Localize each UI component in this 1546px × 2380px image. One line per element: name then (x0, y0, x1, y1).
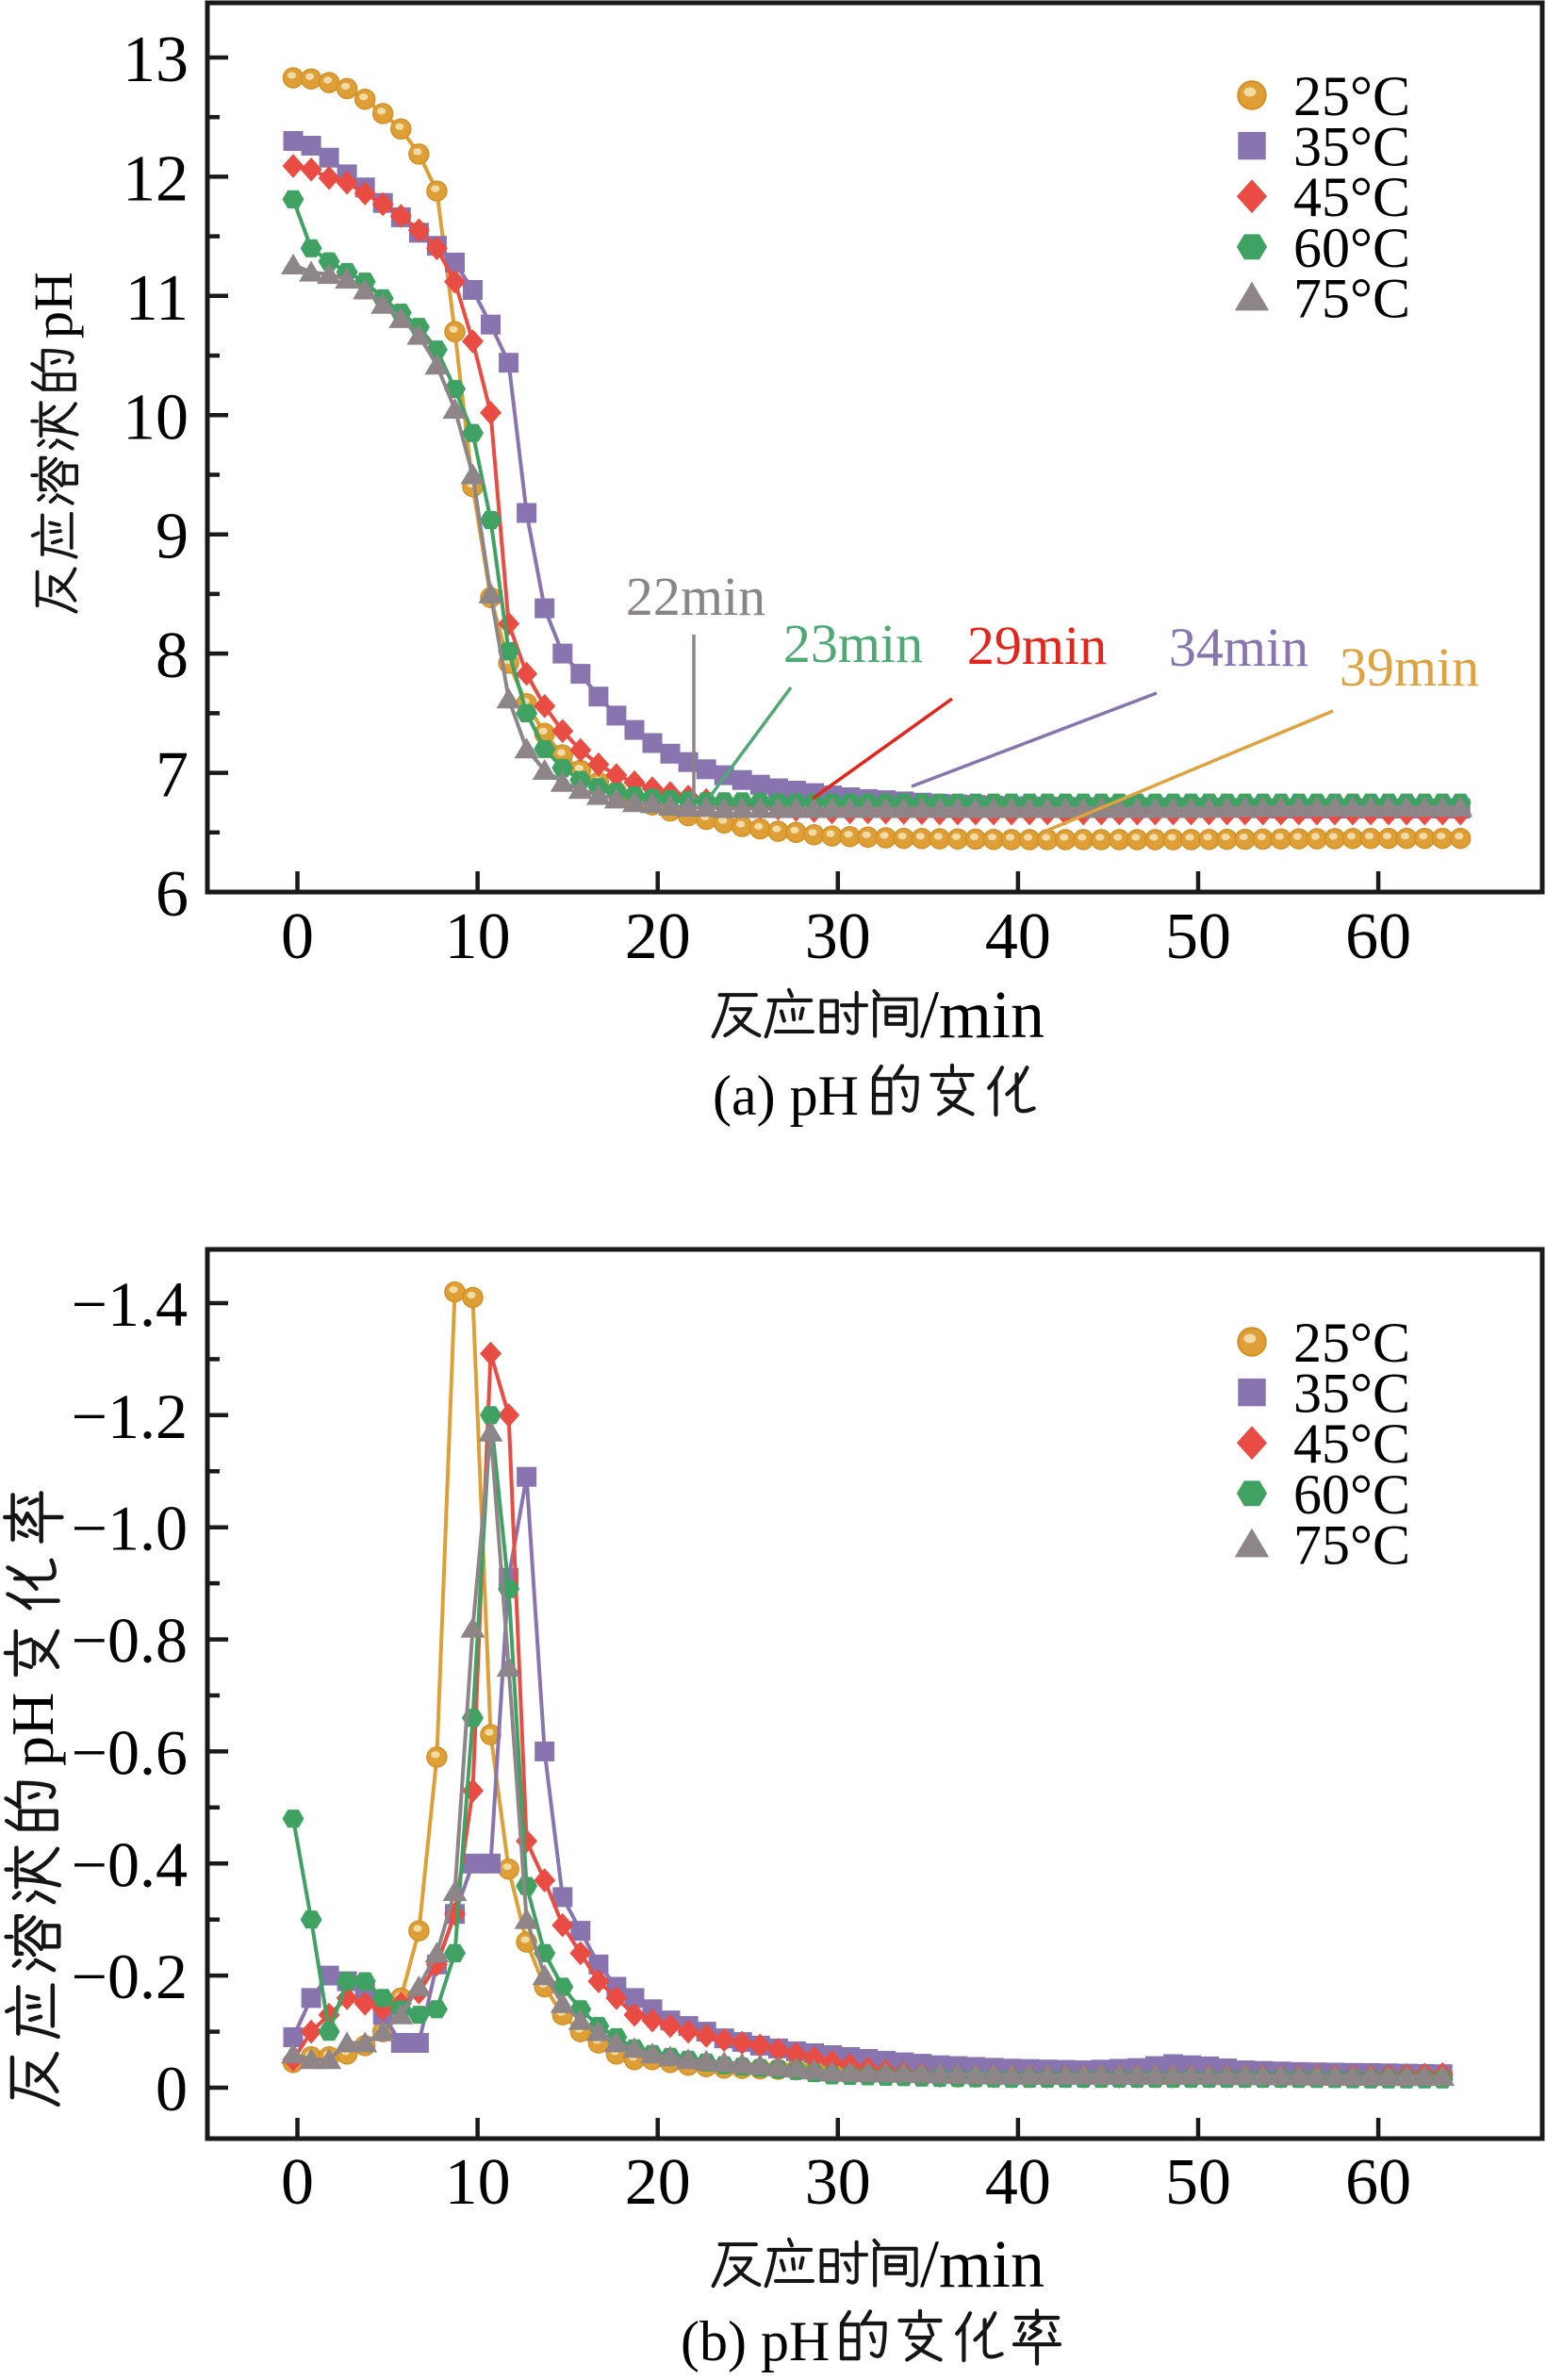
svg-text:45°C: 45°C (1293, 1413, 1410, 1475)
svg-text:−1.0: −1.0 (72, 1493, 188, 1564)
svg-text:−0.8: −0.8 (72, 1605, 188, 1677)
svg-text:/min: /min (920, 977, 1044, 1052)
svg-text:6: 6 (156, 858, 189, 931)
svg-text:0: 0 (156, 2053, 188, 2124)
svg-text:pH: pH (23, 272, 84, 339)
svg-text:−0.6: −0.6 (72, 1716, 188, 1788)
svg-text:35°C: 35°C (1293, 1363, 1410, 1425)
svg-text:30: 30 (805, 2146, 871, 2219)
svg-text:0: 0 (281, 901, 314, 973)
svg-text:10: 10 (445, 2146, 511, 2219)
svg-text:−0.2: −0.2 (72, 1941, 188, 2012)
svg-text:0: 0 (281, 2146, 314, 2219)
svg-text:23min: 23min (783, 613, 923, 674)
svg-text:45°C: 45°C (1293, 166, 1410, 228)
svg-text:9: 9 (156, 501, 189, 573)
svg-text:10: 10 (445, 901, 511, 973)
svg-text:7: 7 (156, 739, 189, 812)
svg-text:50: 50 (1165, 901, 1231, 973)
svg-text:12: 12 (123, 142, 189, 215)
svg-text:20: 20 (625, 2146, 691, 2219)
svg-text:34min: 34min (1169, 617, 1308, 678)
svg-text:50: 50 (1165, 2146, 1231, 2219)
svg-text:20: 20 (625, 901, 691, 973)
svg-text:25°C: 25°C (1293, 1312, 1410, 1374)
svg-text:−1.2: −1.2 (72, 1380, 188, 1452)
svg-text:75°C: 75°C (1293, 267, 1410, 329)
svg-text:40: 40 (985, 901, 1051, 973)
svg-text:29min: 29min (967, 615, 1107, 676)
svg-text:60°C: 60°C (1293, 217, 1410, 279)
svg-text:40: 40 (985, 2146, 1051, 2219)
svg-text:39min: 39min (1340, 636, 1479, 698)
svg-text:60°C: 60°C (1293, 1463, 1410, 1526)
svg-text:30: 30 (805, 901, 871, 973)
svg-text:60: 60 (1345, 2146, 1411, 2219)
svg-text:75°C: 75°C (1293, 1513, 1410, 1576)
svg-text:22min: 22min (626, 566, 765, 627)
svg-text:−0.4: −0.4 (72, 1828, 188, 1900)
svg-text:11: 11 (125, 262, 189, 335)
svg-text:−1.4: −1.4 (72, 1268, 188, 1340)
svg-text:60: 60 (1345, 901, 1411, 973)
svg-text:/min: /min (920, 2226, 1044, 2302)
svg-text:10: 10 (123, 381, 189, 454)
svg-text:35°C: 35°C (1293, 116, 1410, 178)
svg-text:13: 13 (123, 24, 189, 96)
svg-text:(a) pH: (a) pH (713, 1065, 859, 1127)
svg-text:8: 8 (156, 620, 189, 692)
svg-text:25°C: 25°C (1293, 65, 1410, 127)
svg-text:pH: pH (0, 1693, 66, 1766)
svg-text:(b) pH: (b) pH (681, 2310, 830, 2372)
